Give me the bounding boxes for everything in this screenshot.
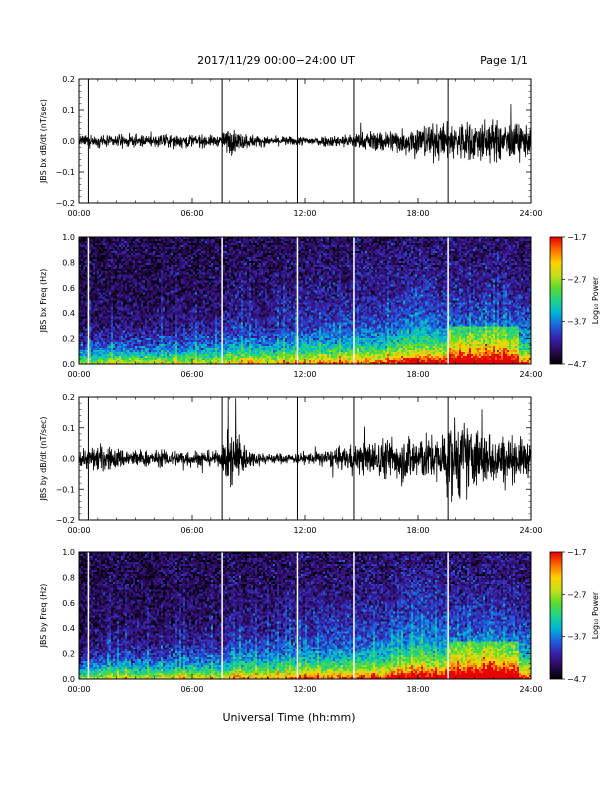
x-tick-label: 12:00 — [293, 370, 316, 379]
y-axis-label: JBS by dB/dt (nT/sec) — [39, 416, 48, 501]
y-tick-label: 0.0 — [62, 137, 75, 146]
y-tick-label: 1.0 — [62, 233, 75, 242]
y-tick-label: 0.4 — [62, 624, 75, 633]
colorbar-tick-label: −3.7 — [567, 633, 586, 642]
colorbar-tick-label: −4.7 — [567, 675, 586, 684]
x-tick-label: 12:00 — [293, 209, 316, 218]
colorbar-tick-label: −1.7 — [567, 548, 586, 557]
y-axis-label: JBS bx dB/dt (nT/sec) — [39, 99, 48, 184]
y-tick-label: −0.2 — [56, 199, 75, 208]
x-tick-label: 06:00 — [180, 526, 203, 535]
spectrogram-image — [79, 237, 531, 364]
y-tick-label: 0.0 — [62, 360, 75, 369]
x-tick-label: 18:00 — [406, 685, 429, 694]
x-tick-label: 24:00 — [519, 685, 542, 694]
y-tick-label: 1.0 — [62, 548, 75, 557]
colorbar-tick-label: −3.7 — [567, 318, 586, 327]
colorbar — [549, 551, 563, 680]
series-line — [78, 104, 532, 164]
x-tick-label: 18:00 — [406, 526, 429, 535]
x-tick-label: 24:00 — [519, 526, 542, 535]
x-tick-label: 12:00 — [293, 526, 316, 535]
y-tick-label: 0.6 — [62, 599, 75, 608]
colorbar-tick-label: −1.7 — [567, 233, 586, 242]
x-tick-label: 24:00 — [519, 370, 542, 379]
y-tick-label: 0.8 — [62, 573, 75, 582]
colorbar-label: Log₁₀ Power — [591, 591, 600, 639]
panel-stack: 00:00 06:00 12:00 18:00 24:00 0.2 0.1 0.0 −0.1 −0… — [39, 75, 600, 694]
x-tick-label: 18:00 — [406, 370, 429, 379]
x-tick-label: 18:00 — [406, 209, 429, 218]
y-tick-label: 0.2 — [62, 75, 75, 84]
x-tick-label: 00:00 — [67, 209, 90, 218]
y-tick-label: 0.0 — [62, 455, 75, 464]
y-axis-label: JBS bx Freq (Hz) — [39, 269, 48, 334]
colorbar-label: Log₁₀ Power — [591, 276, 600, 324]
y-tick-label: 0.1 — [62, 106, 75, 115]
y-tick-label: 0.8 — [62, 258, 75, 267]
x-tick-label: 12:00 — [293, 685, 316, 694]
colorbar — [549, 236, 563, 365]
colorbar-tick-label: −4.7 — [567, 360, 586, 369]
series-line — [78, 396, 532, 502]
y-tick-label: 0.1 — [62, 424, 75, 433]
colorbar-tick-label: −2.7 — [567, 275, 586, 284]
x-tick-label: 06:00 — [180, 370, 203, 379]
x-tick-label: 00:00 — [67, 526, 90, 535]
y-axis-label: JBS by Freq (Hz) — [39, 584, 48, 649]
page-indicator: Page 1/1 — [480, 54, 528, 67]
y-tick-label: 0.6 — [62, 284, 75, 293]
x-tick-label: 00:00 — [67, 370, 90, 379]
colorbar-tick-label: −2.7 — [567, 590, 586, 599]
y-tick-label: 0.2 — [62, 650, 75, 659]
y-tick-label: 0.2 — [62, 335, 75, 344]
spectrogram-image — [79, 552, 531, 679]
y-tick-label: 0.2 — [62, 393, 75, 402]
y-tick-label: 0.4 — [62, 309, 75, 318]
x-tick-label: 06:00 — [180, 209, 203, 218]
y-tick-label: −0.2 — [56, 516, 75, 525]
x-tick-label: 06:00 — [180, 685, 203, 694]
figure-title: 2017/11/29 00:00−24:00 UT — [197, 54, 355, 67]
y-tick-label: −0.1 — [56, 485, 75, 494]
x-tick-label: 00:00 — [67, 685, 90, 694]
x-tick-label: 24:00 — [519, 209, 542, 218]
x-axis-label: Universal Time (hh:mm) — [223, 711, 356, 724]
y-tick-label: 0.0 — [62, 675, 75, 684]
y-tick-label: −0.1 — [56, 168, 75, 177]
